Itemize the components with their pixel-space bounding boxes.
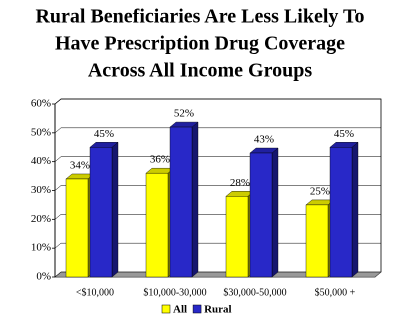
chart-title: Rural Beneficiaries Are Less Likely To bbox=[35, 6, 364, 28]
legend-label: All bbox=[173, 304, 187, 316]
bar bbox=[225, 196, 249, 278]
value-label: 52% bbox=[174, 108, 194, 120]
value-label: 43% bbox=[254, 134, 274, 146]
y-tick-label: 10% bbox=[31, 242, 51, 254]
bar-side bbox=[111, 141, 119, 278]
legend-swatch bbox=[161, 304, 171, 314]
bar bbox=[329, 147, 353, 278]
y-tick-label: 0% bbox=[36, 271, 51, 283]
y-tick-label: 30% bbox=[31, 184, 51, 196]
y-tick-label: 60% bbox=[31, 98, 51, 110]
legend-label: Rural bbox=[204, 304, 232, 316]
grid-line bbox=[54, 98, 381, 105]
bar-side bbox=[271, 147, 279, 278]
value-label: 36% bbox=[150, 154, 170, 166]
bar-side bbox=[351, 141, 359, 278]
value-label: 45% bbox=[94, 128, 114, 140]
legend-swatch bbox=[192, 304, 202, 314]
value-label: 34% bbox=[70, 159, 90, 171]
bar-side bbox=[191, 121, 199, 278]
x-tick-label: $50,000 + bbox=[315, 287, 356, 298]
chart-title: Across All Income Groups bbox=[88, 60, 312, 82]
bar bbox=[145, 172, 169, 278]
value-label: 28% bbox=[230, 177, 250, 189]
bar bbox=[305, 204, 329, 278]
chart-title: Have Prescription Drug Coverage bbox=[55, 33, 345, 55]
bar bbox=[169, 126, 193, 278]
y-tick-label: 50% bbox=[31, 126, 51, 138]
bar bbox=[65, 178, 89, 278]
x-tick-label: $30,000-50,000 bbox=[223, 287, 286, 298]
value-label: 45% bbox=[334, 128, 354, 140]
x-tick-label: $10,000-30,000 bbox=[143, 287, 206, 298]
y-tick-label: 20% bbox=[31, 213, 51, 225]
grid-line bbox=[54, 127, 381, 134]
y-tick-label: 40% bbox=[31, 155, 51, 167]
x-tick-label: <$10,000 bbox=[76, 287, 114, 298]
bar bbox=[249, 152, 273, 278]
bar bbox=[89, 147, 113, 278]
value-label: 25% bbox=[310, 185, 330, 197]
